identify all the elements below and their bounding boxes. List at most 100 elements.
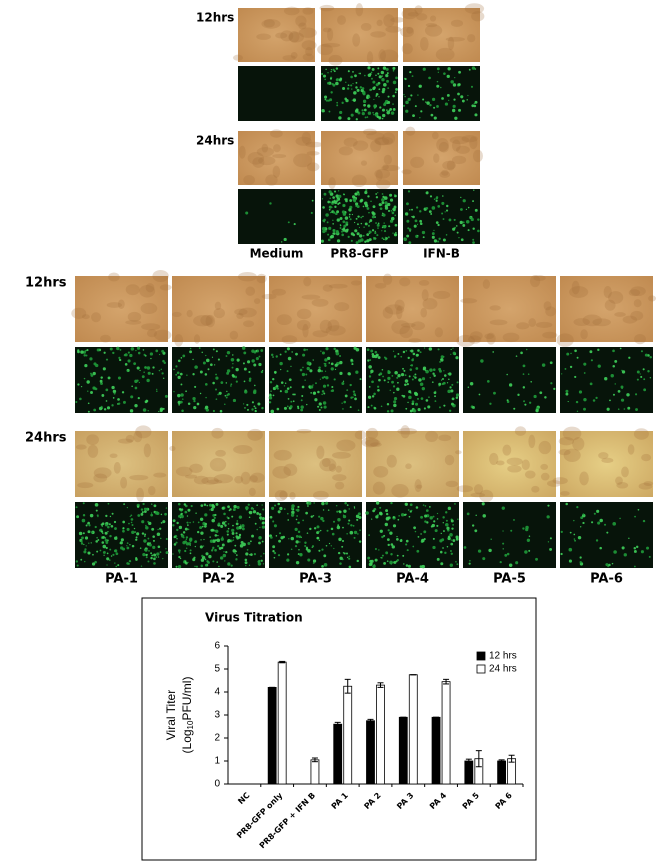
gfp-dot — [187, 561, 189, 564]
gfp-dot — [295, 560, 300, 565]
gfp-dot — [515, 561, 519, 565]
cell — [82, 314, 90, 320]
gfp-dot — [316, 525, 320, 529]
gfp-dot — [356, 205, 360, 209]
gfp-dot — [103, 554, 105, 556]
cell — [622, 315, 638, 324]
gfp-dot — [362, 205, 365, 208]
gfp-dot — [469, 216, 472, 219]
gfp-dot — [252, 390, 257, 395]
gfp-dot — [270, 390, 272, 392]
gfp-dot — [172, 519, 176, 523]
gfp-dot — [422, 98, 425, 101]
gfp-dot — [568, 559, 572, 563]
gfp-dot — [355, 241, 359, 245]
gfp-dot — [617, 390, 621, 393]
gfp-dot — [100, 376, 103, 379]
gfp-dot — [396, 554, 399, 557]
gfp-dot — [321, 376, 325, 379]
gfp-dot — [324, 370, 327, 372]
gfp-dot — [446, 74, 450, 79]
gfp-dot — [502, 542, 505, 545]
gfp-dot — [434, 529, 438, 533]
gfp-dot — [379, 106, 382, 109]
gfp-dot — [219, 409, 223, 413]
gfp-dot — [305, 373, 308, 376]
gfp-dot — [520, 351, 523, 355]
gfp-dot — [442, 547, 444, 549]
gfp-dot — [394, 91, 397, 94]
gfp-dot — [200, 539, 202, 541]
gfp-dot — [164, 394, 168, 398]
cell — [293, 153, 313, 168]
gfp-dot — [135, 349, 137, 352]
gfp-dot — [397, 353, 400, 355]
gfp-dot — [457, 518, 459, 520]
gfp-dot — [550, 382, 553, 385]
gfp-dot — [214, 513, 217, 517]
gfp-dot — [374, 350, 378, 354]
gfp-dot — [400, 355, 403, 358]
bar — [398, 716, 408, 785]
gfp-dot — [353, 91, 357, 95]
gfp-dot — [419, 382, 424, 387]
gfp-dot — [223, 551, 225, 553]
gfp-dot — [97, 515, 99, 518]
cell — [383, 14, 395, 28]
gfp-dot — [356, 232, 360, 236]
gfp-dot — [260, 370, 264, 374]
gfp-dot — [597, 364, 601, 368]
cell — [265, 174, 278, 186]
cell — [580, 329, 588, 340]
gfp-dot — [177, 502, 181, 506]
gfp-dot — [358, 226, 361, 229]
gfp-dot — [362, 99, 367, 104]
cell — [407, 12, 420, 17]
cell — [193, 315, 213, 327]
gfp-dot — [99, 549, 102, 552]
gfp-dot — [343, 400, 347, 404]
gfp-dot — [272, 520, 275, 523]
gfp-dot — [404, 379, 409, 383]
gfp-dot — [565, 502, 568, 506]
gfp-dot — [373, 86, 376, 89]
gfp-dot — [148, 543, 152, 547]
gfp-dot — [445, 519, 448, 522]
gfp-dot — [397, 374, 401, 378]
brightfield-image — [401, 126, 483, 185]
gfp-dot — [331, 200, 335, 204]
gfp-dot — [295, 509, 298, 511]
gfp-dot — [181, 398, 184, 400]
gfp-dot — [355, 514, 360, 519]
image-bg — [321, 8, 398, 62]
gfp-dot — [528, 549, 531, 552]
cell — [125, 434, 135, 443]
gfp-dot — [322, 509, 325, 511]
gfp-dot — [98, 406, 103, 411]
gfp-dot — [185, 542, 190, 546]
gfp-dot — [276, 385, 279, 388]
gfp-dot — [299, 553, 303, 556]
gfp-dot — [323, 392, 326, 395]
gfp-dot — [408, 395, 412, 400]
gfp-dot — [327, 356, 331, 361]
gfp-dot — [89, 357, 93, 361]
gfp-dot — [114, 536, 118, 540]
gfp-dot — [409, 209, 411, 211]
gfp-dot — [379, 512, 383, 516]
gfp-dot — [147, 410, 149, 412]
y-label-part: PFU/ml) — [180, 677, 194, 721]
cell — [337, 15, 346, 25]
gfp-dot — [369, 359, 372, 361]
image-bg — [269, 347, 362, 413]
cell — [200, 314, 214, 326]
gfp-dot — [393, 400, 397, 404]
gfp-dot — [259, 526, 261, 529]
gfp-dot — [165, 548, 167, 550]
column-label: PR8-GFP — [330, 247, 388, 261]
gfp-dot — [357, 533, 359, 535]
gfp-dot — [387, 381, 389, 383]
gfp-dot — [416, 549, 420, 553]
gfp-dot — [147, 537, 150, 540]
gfp-dot — [157, 556, 160, 558]
